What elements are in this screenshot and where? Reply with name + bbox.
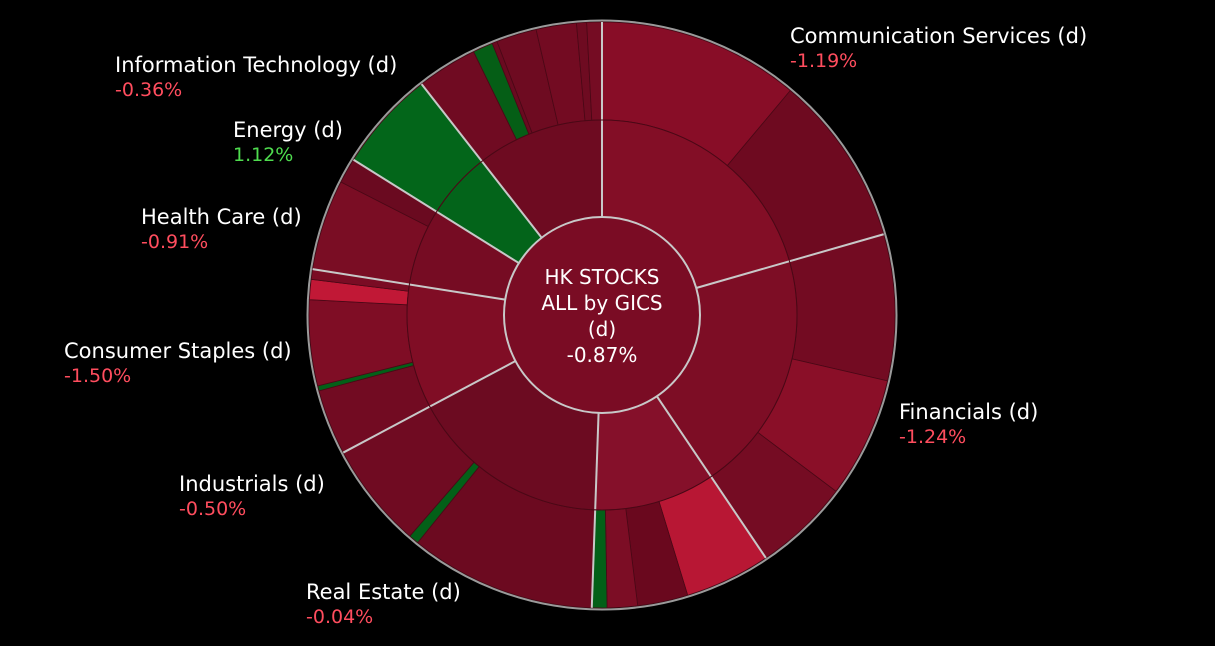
center-circle bbox=[503, 216, 701, 414]
label-name: Real Estate (d) bbox=[306, 580, 461, 604]
label-financials: Financials (d) -1.24% bbox=[899, 400, 1038, 448]
label-health-care: Health Care (d) -0.91% bbox=[141, 205, 302, 253]
label-value: -0.36% bbox=[115, 79, 182, 101]
label-energy: Energy (d) 1.12% bbox=[233, 118, 343, 166]
label-value: -0.04% bbox=[306, 606, 373, 628]
label-communication-services: Communication Services (d) -1.19% bbox=[790, 24, 1087, 72]
label-name: Energy (d) bbox=[233, 118, 343, 142]
label-name: Information Technology (d) bbox=[115, 53, 397, 77]
label-value: 1.12% bbox=[233, 144, 293, 166]
label-name: Industrials (d) bbox=[179, 472, 325, 496]
label-value: -1.19% bbox=[790, 50, 857, 72]
outer-border bbox=[306, 19, 898, 611]
label-name: Communication Services (d) bbox=[790, 24, 1087, 48]
center-value: -0.87% bbox=[567, 343, 638, 367]
label-real-estate: Real Estate (d) -0.04% bbox=[306, 580, 461, 628]
divider-consumer-staples bbox=[342, 360, 516, 454]
label-value: -1.24% bbox=[899, 426, 966, 448]
label-name: Health Care (d) bbox=[141, 205, 302, 229]
center-line-3: (d) bbox=[588, 317, 616, 341]
center-line-2: ALL by GICS bbox=[541, 291, 662, 315]
ring-boundary bbox=[406, 119, 798, 511]
center-disc: HK STOCKS ALL by GICS (d) -0.87% bbox=[503, 216, 701, 414]
label-value: -1.50% bbox=[64, 365, 131, 387]
label-industrials: Industrials (d) -0.50% bbox=[179, 472, 325, 520]
center-line-1: HK STOCKS bbox=[545, 265, 660, 289]
label-name: Financials (d) bbox=[899, 400, 1038, 424]
outer-ring-layer bbox=[308, 21, 896, 609]
label-consumer-staples: Consumer Staples (d) -1.50% bbox=[64, 339, 292, 387]
divider-industrials bbox=[590, 412, 600, 608]
label-value: -0.91% bbox=[141, 231, 208, 253]
label-name: Consumer Staples (d) bbox=[64, 339, 292, 363]
sector-dividers bbox=[306, 19, 898, 611]
divider-health-care bbox=[312, 268, 506, 301]
inner-ring-layer bbox=[406, 119, 798, 511]
label-value: -0.50% bbox=[179, 498, 246, 520]
label-information-technology: Information Technology (d) -0.36% bbox=[115, 53, 397, 101]
